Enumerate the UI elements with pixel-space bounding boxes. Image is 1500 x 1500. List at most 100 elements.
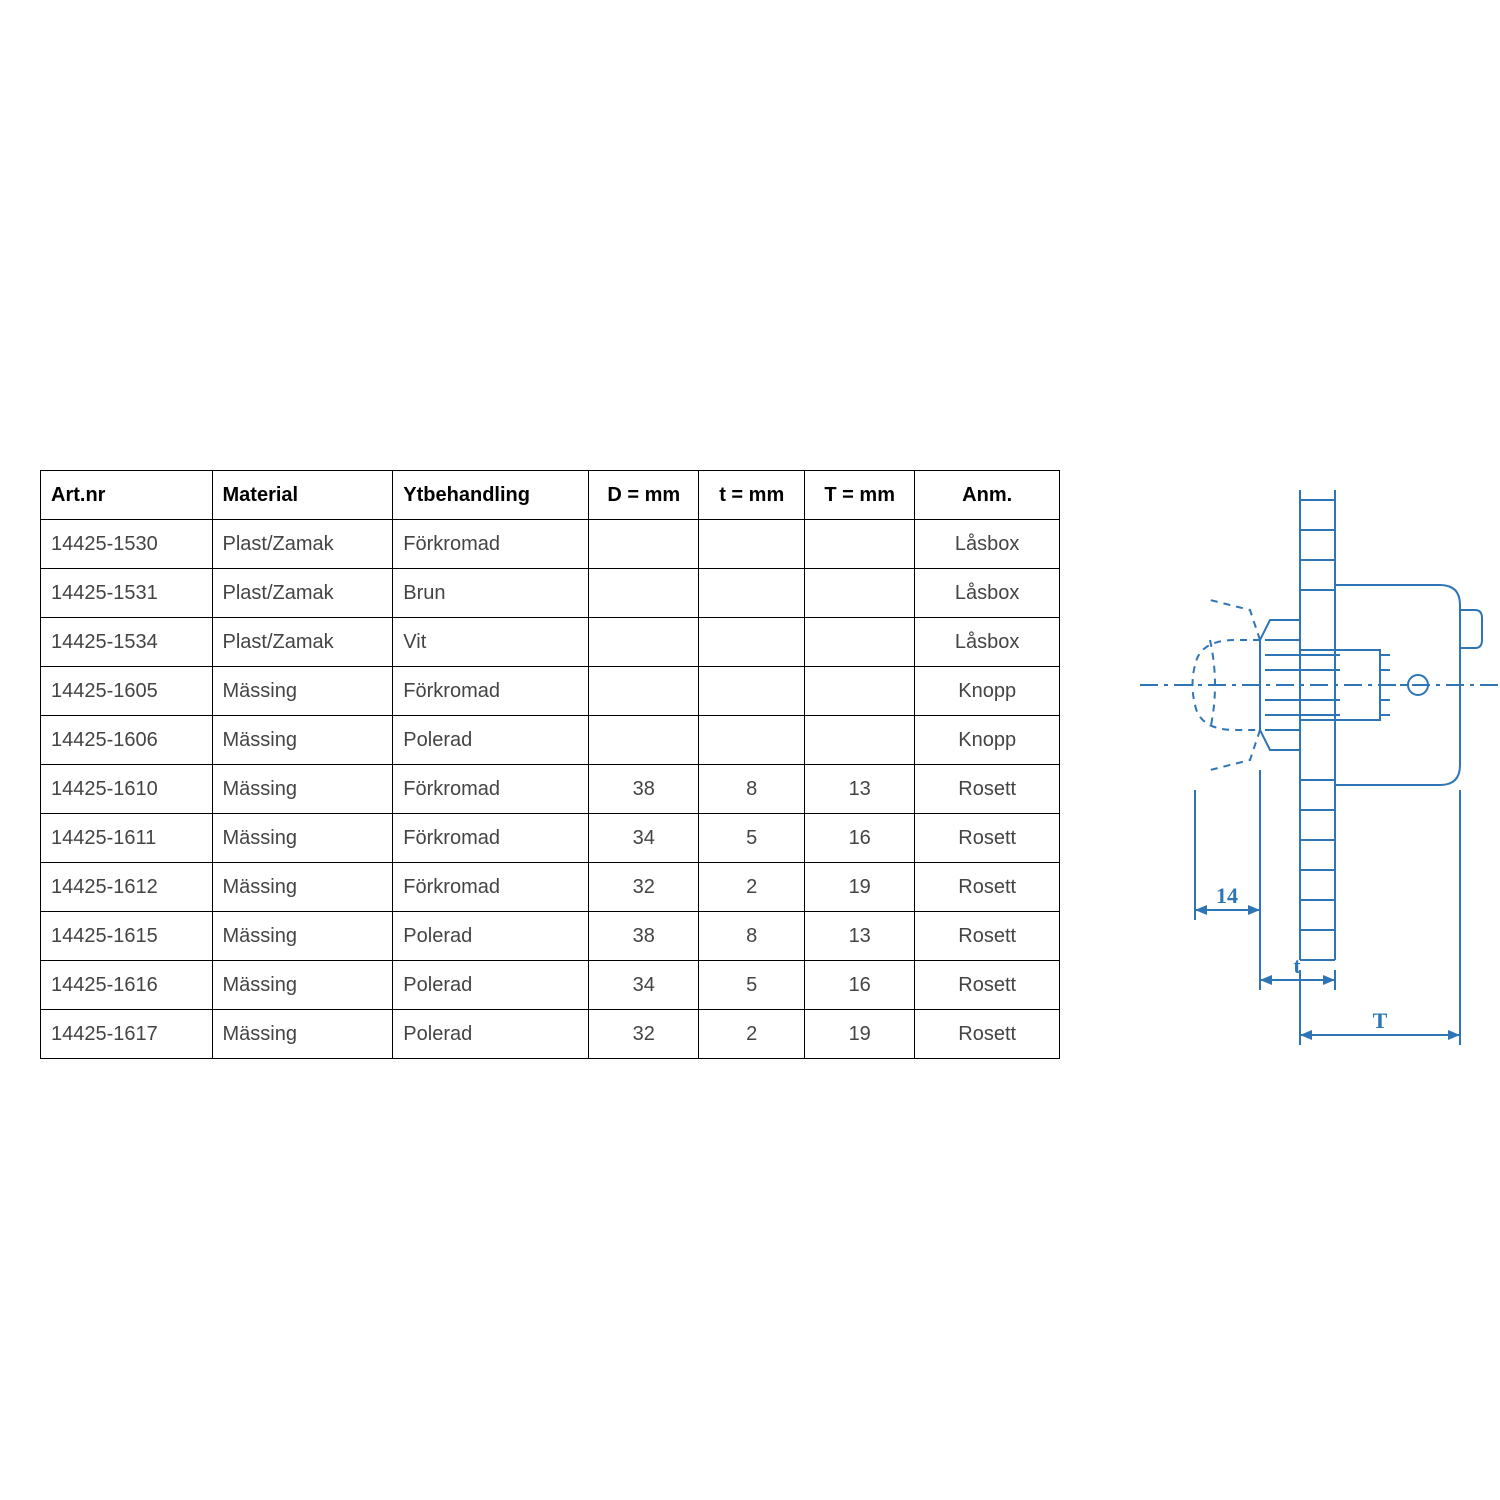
table-row: 14425-1617MässingPolerad32219Rosett <box>41 1010 1060 1059</box>
spec-table-header-row: Art.nr Material Ytbehandling D = mm t = … <box>41 471 1060 520</box>
technical-diagram: 14 t T <box>1140 490 1500 1055</box>
table-cell: 5 <box>699 961 805 1010</box>
table-cell: Låsbox <box>915 569 1060 618</box>
table-cell: Mässing <box>212 716 393 765</box>
table-cell: Mässing <box>212 814 393 863</box>
table-cell: Knopp <box>915 716 1060 765</box>
table-cell: 14425-1615 <box>41 912 213 961</box>
col-header-t: t = mm <box>699 471 805 520</box>
table-cell <box>589 618 699 667</box>
table-row: 14425-1615MässingPolerad38813Rosett <box>41 912 1060 961</box>
spec-table-body: 14425-1530Plast/ZamakFörkromadLåsbox1442… <box>41 520 1060 1059</box>
table-cell: Förkromad <box>393 520 589 569</box>
table-cell: 14425-1616 <box>41 961 213 1010</box>
table-cell: 14425-1617 <box>41 1010 213 1059</box>
table-cell: Rosett <box>915 863 1060 912</box>
table-cell: 8 <box>699 912 805 961</box>
table-cell: 34 <box>589 814 699 863</box>
table-cell <box>699 716 805 765</box>
table-cell: Mässing <box>212 667 393 716</box>
table-cell: 32 <box>589 1010 699 1059</box>
diagram-svg: 14 t T <box>1140 490 1500 1050</box>
table-cell <box>699 520 805 569</box>
table-cell: Förkromad <box>393 814 589 863</box>
table-cell: Polerad <box>393 912 589 961</box>
table-row: 14425-1605MässingFörkromad Knopp <box>41 667 1060 716</box>
table-cell: 8 <box>699 765 805 814</box>
table-row: 14425-1530Plast/ZamakFörkromadLåsbox <box>41 520 1060 569</box>
table-cell: Polerad <box>393 716 589 765</box>
table-cell: 38 <box>589 912 699 961</box>
table-cell: Plast/Zamak <box>212 569 393 618</box>
table-row: 14425-1611MässingFörkromad34516Rosett <box>41 814 1060 863</box>
table-cell: Rosett <box>915 1010 1060 1059</box>
table-cell: 38 <box>589 765 699 814</box>
col-header-ytbehandling: Ytbehandling <box>393 471 589 520</box>
table-cell: Brun <box>393 569 589 618</box>
table-row: 14425-1610MässingFörkromad38813Rosett <box>41 765 1060 814</box>
col-header-tt: T = mm <box>805 471 915 520</box>
table-cell: 14425-1605 <box>41 667 213 716</box>
col-header-d: D = mm <box>589 471 699 520</box>
dim-label-t: t <box>1293 953 1301 978</box>
table-cell: Mässing <box>212 912 393 961</box>
table-cell: 13 <box>805 912 915 961</box>
dim-label-14: 14 <box>1216 883 1238 908</box>
table-cell <box>805 667 915 716</box>
table-cell: 14425-1612 <box>41 863 213 912</box>
table-cell: 2 <box>699 1010 805 1059</box>
table-cell: 32 <box>589 863 699 912</box>
table-cell <box>589 520 699 569</box>
table-cell: Låsbox <box>915 618 1060 667</box>
col-header-material: Material <box>212 471 393 520</box>
table-cell <box>805 520 915 569</box>
table-cell: 2 <box>699 863 805 912</box>
table-cell: Mässing <box>212 961 393 1010</box>
page: Art.nr Material Ytbehandling D = mm t = … <box>0 0 1500 1500</box>
table-cell: Förkromad <box>393 667 589 716</box>
col-header-anm: Anm. <box>915 471 1060 520</box>
table-cell <box>589 667 699 716</box>
table-cell: Polerad <box>393 961 589 1010</box>
table-cell: Mässing <box>212 863 393 912</box>
table-cell: Mässing <box>212 1010 393 1059</box>
table-cell <box>589 716 699 765</box>
table-cell: 19 <box>805 1010 915 1059</box>
table-cell: Knopp <box>915 667 1060 716</box>
table-cell: Rosett <box>915 765 1060 814</box>
table-cell: Vit <box>393 618 589 667</box>
table-cell: Mässing <box>212 765 393 814</box>
table-cell <box>805 618 915 667</box>
table-cell <box>699 667 805 716</box>
table-cell: Plast/Zamak <box>212 618 393 667</box>
table-cell: 16 <box>805 814 915 863</box>
table-cell: Rosett <box>915 814 1060 863</box>
table-cell: 16 <box>805 961 915 1010</box>
table-cell: Polerad <box>393 1010 589 1059</box>
table-cell: 14425-1611 <box>41 814 213 863</box>
table-cell: 13 <box>805 765 915 814</box>
table-cell <box>589 569 699 618</box>
table-cell: Rosett <box>915 961 1060 1010</box>
diagram-lines <box>1140 490 1500 1045</box>
table-cell <box>805 716 915 765</box>
col-header-artnr: Art.nr <box>41 471 213 520</box>
table-cell: Rosett <box>915 912 1060 961</box>
table-row: 14425-1612MässingFörkromad32219Rosett <box>41 863 1060 912</box>
table-cell: Låsbox <box>915 520 1060 569</box>
table-row: 14425-1616MässingPolerad34516Rosett <box>41 961 1060 1010</box>
table-cell: 14425-1610 <box>41 765 213 814</box>
spec-table-head: Art.nr Material Ytbehandling D = mm t = … <box>41 471 1060 520</box>
dim-label-T: T <box>1373 1008 1388 1033</box>
content-row: Art.nr Material Ytbehandling D = mm t = … <box>40 470 1500 1059</box>
table-row: 14425-1606MässingPoleradKnopp <box>41 716 1060 765</box>
table-cell <box>699 569 805 618</box>
table-row: 14425-1531Plast/ZamakBrun Låsbox <box>41 569 1060 618</box>
table-cell: 14425-1534 <box>41 618 213 667</box>
spec-table: Art.nr Material Ytbehandling D = mm t = … <box>40 470 1060 1059</box>
table-cell: Förkromad <box>393 863 589 912</box>
table-cell: Plast/Zamak <box>212 520 393 569</box>
table-cell: 5 <box>699 814 805 863</box>
table-cell: Förkromad <box>393 765 589 814</box>
table-cell: 14425-1531 <box>41 569 213 618</box>
